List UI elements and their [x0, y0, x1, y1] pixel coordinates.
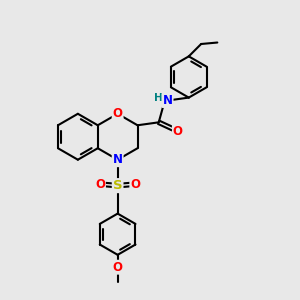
Text: O: O	[173, 125, 183, 138]
Text: N: N	[163, 94, 172, 107]
Text: O: O	[112, 261, 123, 274]
Text: H: H	[154, 93, 163, 103]
Text: O: O	[130, 178, 140, 191]
Text: O: O	[112, 107, 123, 120]
Text: N: N	[112, 153, 123, 166]
Text: O: O	[95, 178, 105, 191]
Text: S: S	[113, 179, 122, 192]
